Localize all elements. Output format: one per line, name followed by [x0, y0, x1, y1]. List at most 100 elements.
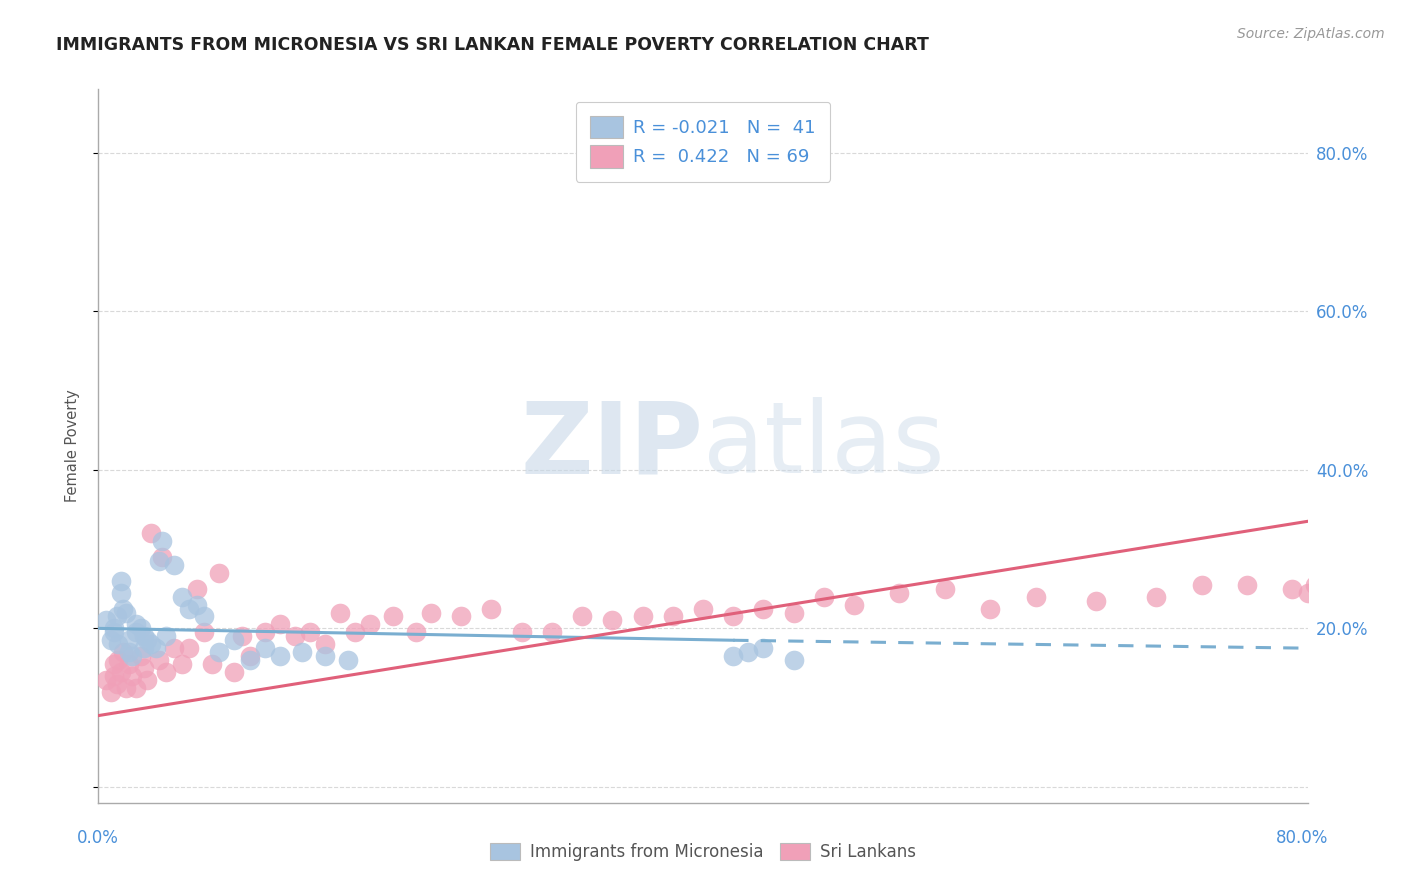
Text: Source: ZipAtlas.com: Source: ZipAtlas.com — [1237, 27, 1385, 41]
Text: IMMIGRANTS FROM MICRONESIA VS SRI LANKAN FEMALE POVERTY CORRELATION CHART: IMMIGRANTS FROM MICRONESIA VS SRI LANKAN… — [56, 36, 929, 54]
Point — [481, 601, 503, 615]
Point — [979, 601, 1001, 615]
Point — [284, 629, 307, 643]
Point — [114, 681, 136, 695]
Text: ZIP: ZIP — [520, 398, 703, 494]
Point — [141, 637, 163, 651]
Point — [125, 617, 148, 632]
Point — [889, 585, 911, 599]
Point — [723, 609, 745, 624]
Point — [1315, 585, 1337, 599]
Point — [224, 633, 246, 648]
Point — [1024, 590, 1046, 604]
Point — [201, 657, 224, 671]
Point — [1085, 593, 1108, 607]
Point — [631, 609, 654, 624]
Point — [934, 582, 956, 596]
Point — [111, 645, 134, 659]
Point — [105, 677, 128, 691]
Point — [94, 673, 117, 687]
Point — [231, 629, 253, 643]
Point — [121, 669, 143, 683]
Point — [510, 625, 533, 640]
Point — [336, 653, 359, 667]
Point — [314, 649, 336, 664]
Point — [208, 566, 231, 580]
Point — [179, 601, 201, 615]
Point — [783, 606, 806, 620]
Point — [692, 601, 714, 615]
Point — [405, 625, 427, 640]
Y-axis label: Female Poverty: Female Poverty — [65, 390, 80, 502]
Point — [420, 606, 443, 620]
Point — [110, 585, 132, 599]
Point — [103, 657, 125, 671]
Point — [125, 625, 148, 640]
Point — [269, 649, 291, 664]
Point — [129, 649, 152, 664]
Point — [1312, 582, 1334, 596]
Point — [150, 534, 173, 549]
Point — [118, 645, 141, 659]
Point — [224, 665, 246, 679]
Point — [135, 673, 157, 687]
Point — [150, 549, 173, 564]
Point — [103, 669, 125, 683]
Point — [118, 657, 141, 671]
Point — [253, 641, 276, 656]
Point — [107, 637, 129, 651]
Point — [813, 590, 835, 604]
Point — [360, 617, 382, 632]
Point — [1144, 590, 1167, 604]
Point — [239, 649, 262, 664]
Point — [103, 621, 125, 635]
Point — [329, 606, 352, 620]
Point — [129, 621, 152, 635]
Point — [239, 653, 262, 667]
Point — [1296, 585, 1319, 599]
Point — [94, 614, 117, 628]
Point — [450, 609, 472, 624]
Point — [148, 554, 170, 568]
Point — [186, 598, 208, 612]
Point — [141, 526, 163, 541]
Point — [1281, 582, 1303, 596]
Point — [344, 625, 367, 640]
Point — [110, 665, 132, 679]
Point — [291, 645, 314, 659]
Point — [661, 609, 683, 624]
Point — [121, 649, 143, 664]
Point — [148, 653, 170, 667]
Point — [110, 574, 132, 588]
Point — [1303, 578, 1326, 592]
Point — [208, 645, 231, 659]
Point — [269, 617, 291, 632]
Point — [132, 641, 155, 656]
Point — [1236, 578, 1258, 592]
Point — [253, 625, 276, 640]
Point — [540, 625, 562, 640]
Point — [752, 601, 775, 615]
Point — [193, 625, 215, 640]
Point — [100, 685, 122, 699]
Point — [107, 653, 129, 667]
Point — [163, 641, 186, 656]
Point — [193, 609, 215, 624]
Point — [132, 661, 155, 675]
Legend: R = -0.021   N =  41, R =  0.422   N = 69: R = -0.021 N = 41, R = 0.422 N = 69 — [575, 102, 831, 182]
Point — [125, 681, 148, 695]
Point — [1319, 578, 1341, 592]
Point — [163, 558, 186, 572]
Point — [155, 665, 177, 679]
Point — [1323, 268, 1346, 283]
Point — [145, 641, 167, 656]
Point — [179, 641, 201, 656]
Point — [844, 598, 866, 612]
Point — [737, 645, 759, 659]
Legend: Immigrants from Micronesia, Sri Lankans: Immigrants from Micronesia, Sri Lankans — [484, 836, 922, 868]
Point — [105, 609, 128, 624]
Point — [155, 629, 177, 643]
Point — [1191, 578, 1213, 592]
Text: atlas: atlas — [703, 398, 945, 494]
Point — [132, 629, 155, 643]
